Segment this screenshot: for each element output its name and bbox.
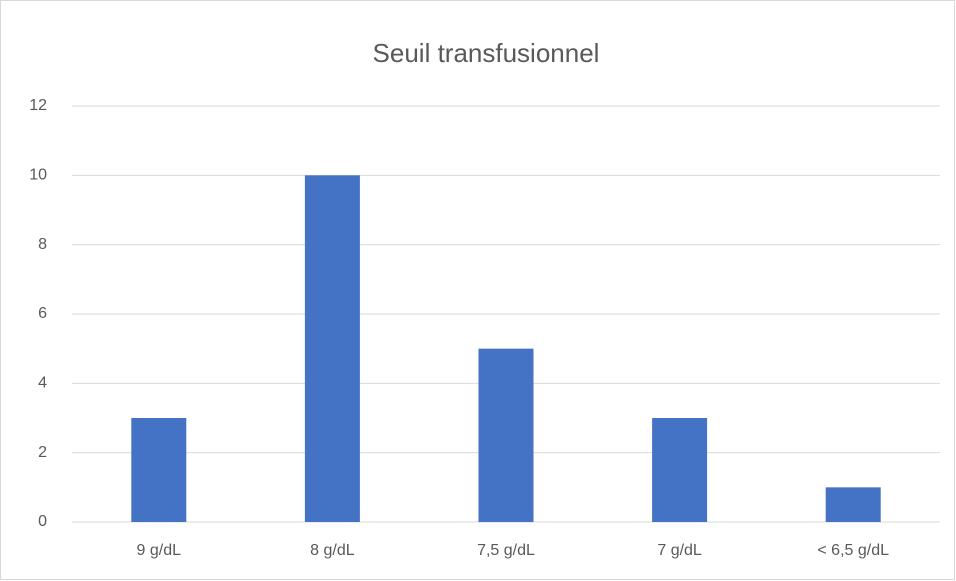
y-tick-label: 10 <box>29 167 47 184</box>
bar <box>652 418 708 522</box>
x-tick-label: < 6,5 g/dL <box>817 542 889 559</box>
chart-title: Seuil transfusionnel <box>373 38 600 68</box>
y-tick-label: 4 <box>38 375 47 392</box>
y-tick-label: 12 <box>29 97 47 114</box>
y-tick-label: 6 <box>38 305 47 322</box>
bar <box>478 348 534 522</box>
y-tick-label: 8 <box>38 236 47 253</box>
bar <box>825 487 881 522</box>
bar <box>304 175 360 523</box>
x-tick-label: 7 g/dL <box>657 542 702 559</box>
x-tick-label: 7,5 g/dL <box>477 542 535 559</box>
x-tick-label: 8 g/dL <box>310 542 355 559</box>
y-tick-label: 0 <box>38 513 47 530</box>
x-tick-label: 9 g/dL <box>137 542 182 559</box>
bar <box>131 418 187 522</box>
y-tick-label: 2 <box>38 444 47 461</box>
